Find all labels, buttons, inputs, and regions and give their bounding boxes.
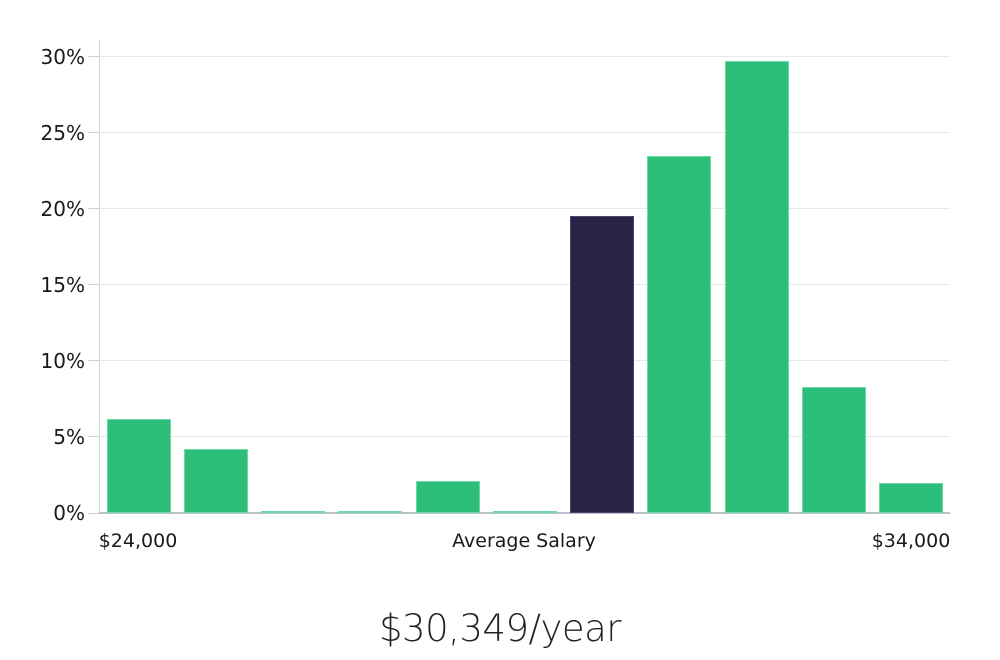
bar <box>492 511 557 513</box>
bar-slot <box>795 40 872 513</box>
bar-slot <box>718 40 795 513</box>
bar-slot <box>564 40 641 513</box>
bar-slot <box>873 40 950 513</box>
x-axis-line <box>99 512 950 514</box>
y-tick-mark <box>88 132 99 134</box>
x-axis-label-average-salary: Average Salary <box>452 530 596 552</box>
y-tick-mark <box>88 208 99 210</box>
gridline-15-percent <box>100 284 950 286</box>
bar <box>415 481 480 513</box>
bar-slot <box>409 40 486 513</box>
bar-slot <box>100 40 177 513</box>
bar-average-salary-highlight <box>570 216 635 513</box>
gridline-5-percent <box>100 436 950 438</box>
gridline-10-percent <box>100 360 950 362</box>
y-tick-mark <box>88 56 99 58</box>
y-axis-line <box>99 40 100 513</box>
bar <box>261 511 326 513</box>
bar <box>647 155 712 513</box>
y-tick-label: 25% <box>40 120 85 145</box>
y-tick-label: 15% <box>40 272 85 297</box>
plot-area <box>88 40 950 514</box>
y-tick-label: 5% <box>53 424 85 449</box>
gridline-25-percent <box>100 132 950 134</box>
bars-container <box>100 40 950 513</box>
bar <box>183 449 248 513</box>
x-tick-label-min-salary: $24,000 <box>98 530 178 552</box>
bar <box>338 511 403 513</box>
y-tick-mark <box>88 284 99 286</box>
bar-slot <box>486 40 563 513</box>
gridline-30-percent <box>100 56 950 58</box>
y-tick-mark <box>88 512 99 514</box>
y-axis-labels: 0% 5% 10% 15% 20% 25% 30% <box>0 40 85 524</box>
bar-slot <box>255 40 332 513</box>
bar-slot <box>177 40 254 513</box>
bar <box>724 61 789 513</box>
x-tick-label-max-salary: $34,000 <box>871 530 951 552</box>
bar-slot <box>332 40 409 513</box>
bar-slot <box>641 40 718 513</box>
y-tick-label: 0% <box>53 501 85 525</box>
gridline-20-percent <box>100 208 950 210</box>
bar <box>106 418 171 513</box>
y-tick-label: 20% <box>40 196 85 221</box>
y-tick-label: 30% <box>40 44 85 69</box>
y-tick-mark <box>88 436 99 438</box>
bar <box>879 482 944 513</box>
y-tick-label: 10% <box>40 348 85 373</box>
y-tick-mark <box>88 360 99 362</box>
chart-title-average-salary-value: $30,349/year <box>378 607 622 650</box>
bar <box>802 386 867 513</box>
